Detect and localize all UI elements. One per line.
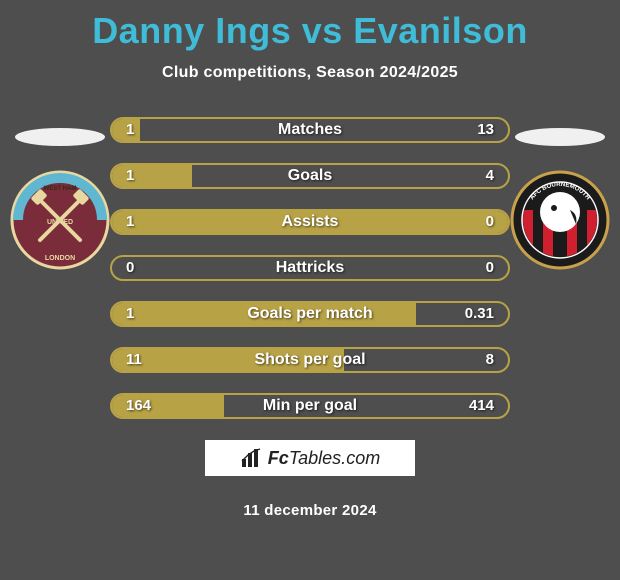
page-subtitle: Club competitions, Season 2024/2025 (0, 64, 620, 82)
stat-label: Shots per goal (110, 347, 510, 373)
stat-label: Hattricks (110, 255, 510, 281)
footer-date: 11 december 2024 (0, 502, 620, 519)
brand-fc: Fc (268, 448, 289, 469)
stat-label: Matches (110, 117, 510, 143)
stat-row: 1 Goals per match 0.31 (0, 296, 620, 342)
stat-label: Goals per match (110, 301, 510, 327)
stat-label: Min per goal (110, 393, 510, 419)
stat-label: Goals (110, 163, 510, 189)
stat-right-value: 0 (486, 209, 494, 235)
stat-row: 1 Goals 4 (0, 158, 620, 204)
stat-right-value: 0.31 (465, 301, 494, 327)
stat-right-value: 414 (469, 393, 494, 419)
stat-right-value: 0 (486, 255, 494, 281)
stat-row: 164 Min per goal 414 (0, 388, 620, 434)
stat-row: 1 Matches 13 (0, 112, 620, 158)
stat-label: Assists (110, 209, 510, 235)
stat-row: 1 Assists 0 (0, 204, 620, 250)
stat-right-value: 13 (477, 117, 494, 143)
stat-right-value: 8 (486, 347, 494, 373)
stats-chart: 1 Matches 13 1 Goals 4 1 Assists 0 0 Hat… (0, 112, 620, 434)
bars-icon (240, 447, 262, 469)
stat-row: 0 Hattricks 0 (0, 250, 620, 296)
comparison-card: Danny Ings vs Evanilson Club competition… (0, 0, 620, 580)
stat-right-value: 4 (486, 163, 494, 189)
fctables-logo: FcTables.com (205, 440, 415, 476)
page-title: Danny Ings vs Evanilson (0, 0, 620, 52)
stat-row: 11 Shots per goal 8 (0, 342, 620, 388)
brand-tables: Tables.com (289, 448, 380, 469)
